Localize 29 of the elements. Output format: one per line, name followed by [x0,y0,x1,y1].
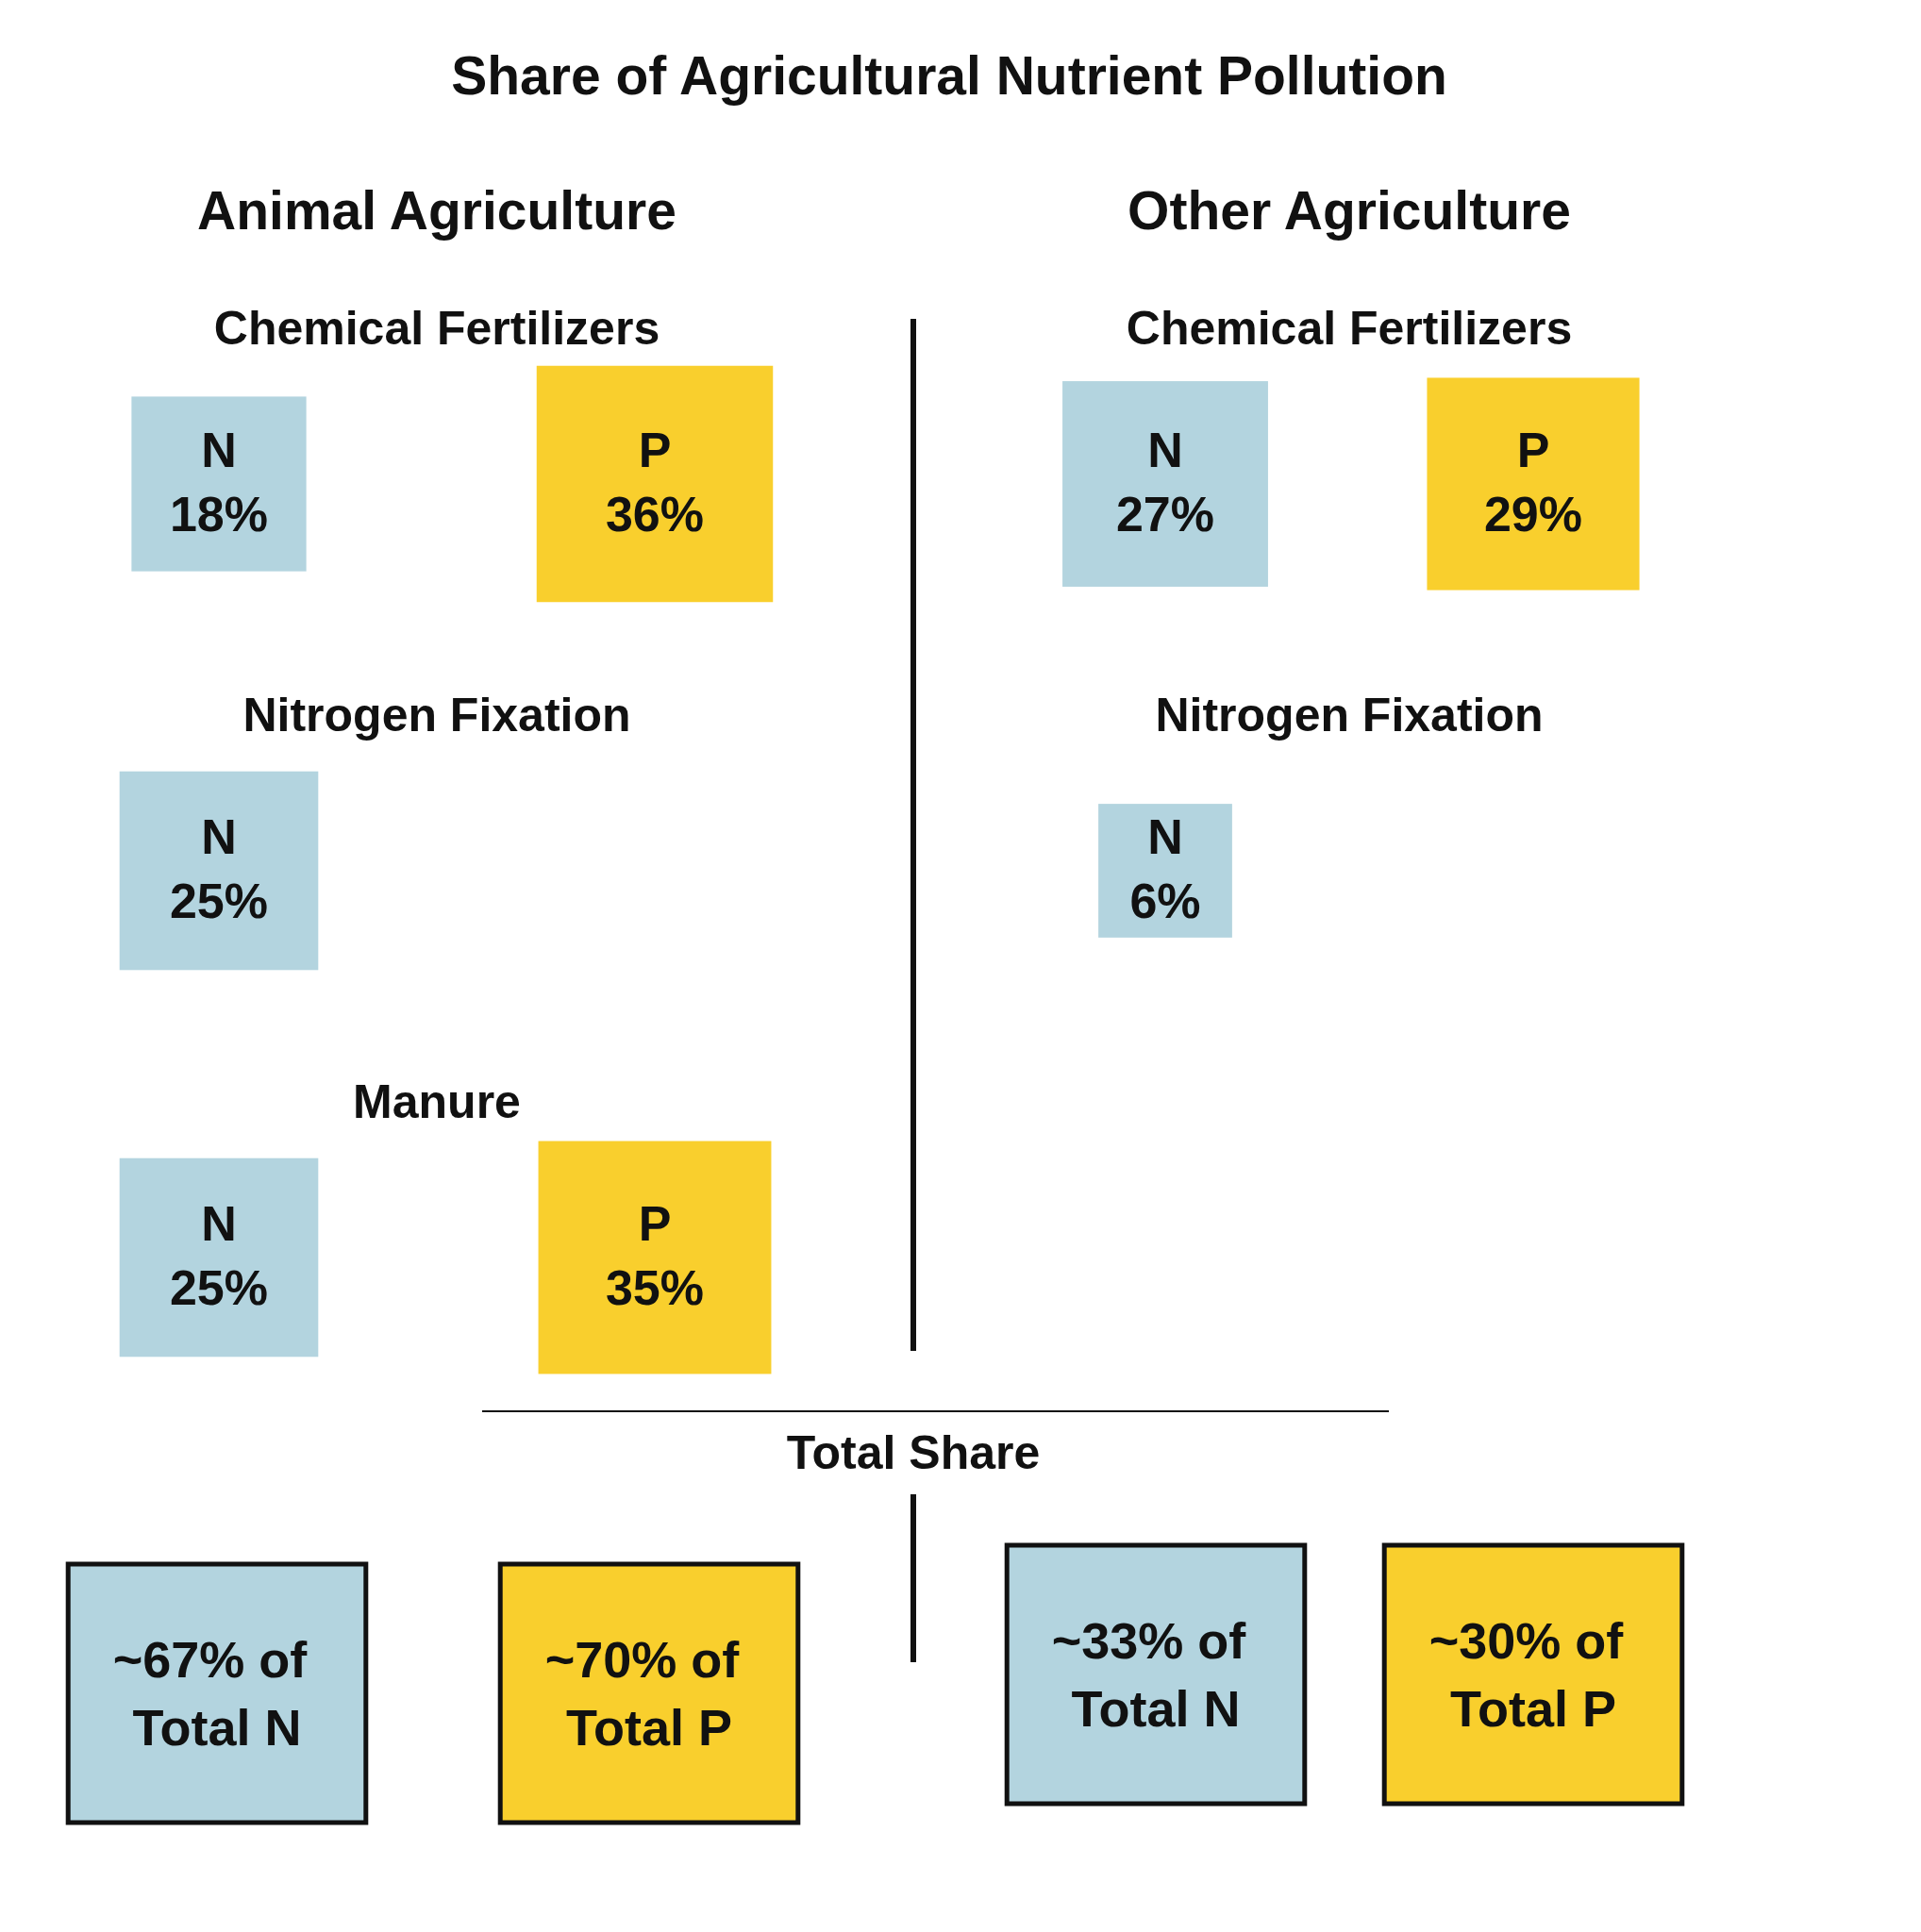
data-label: 27% [1115,487,1215,541]
text: ~67% of Total N [112,1631,322,1756]
data-label: 18% [169,487,269,541]
data-label: 29% [1483,487,1583,541]
data-label: 35% [605,1260,705,1315]
data-label: 36% [605,487,705,541]
series-label: P [638,1196,672,1251]
text: Total Share [786,1426,1041,1479]
category-label: Chemical Fertilizers [213,302,660,355]
series-label: P [1516,423,1550,477]
category-label: Chemical Fertilizers [1126,302,1573,355]
text: N [1147,423,1183,477]
text: N [201,809,237,864]
series-label: N [201,423,237,477]
text: ~33% of Total N [1051,1612,1261,1737]
data-label: 25% [169,1260,269,1315]
data-label: 25% [169,874,269,928]
category-label: Nitrogen Fixation [1155,689,1544,741]
text: Share of Agricultural Nutrient Pollution [451,45,1447,106]
category-label: Nitrogen Fixation [242,689,631,741]
category-label: Manure [353,1075,521,1128]
text: Animal Agriculture [197,180,677,241]
text: Other Agriculture [1128,180,1571,241]
text: P [638,423,672,477]
data-label: 6% [1129,874,1201,928]
text: ~70% of Total P [544,1631,754,1756]
series-label: N [1147,809,1183,864]
text: ~30% of Total P [1428,1612,1638,1737]
text: N [201,1196,237,1251]
